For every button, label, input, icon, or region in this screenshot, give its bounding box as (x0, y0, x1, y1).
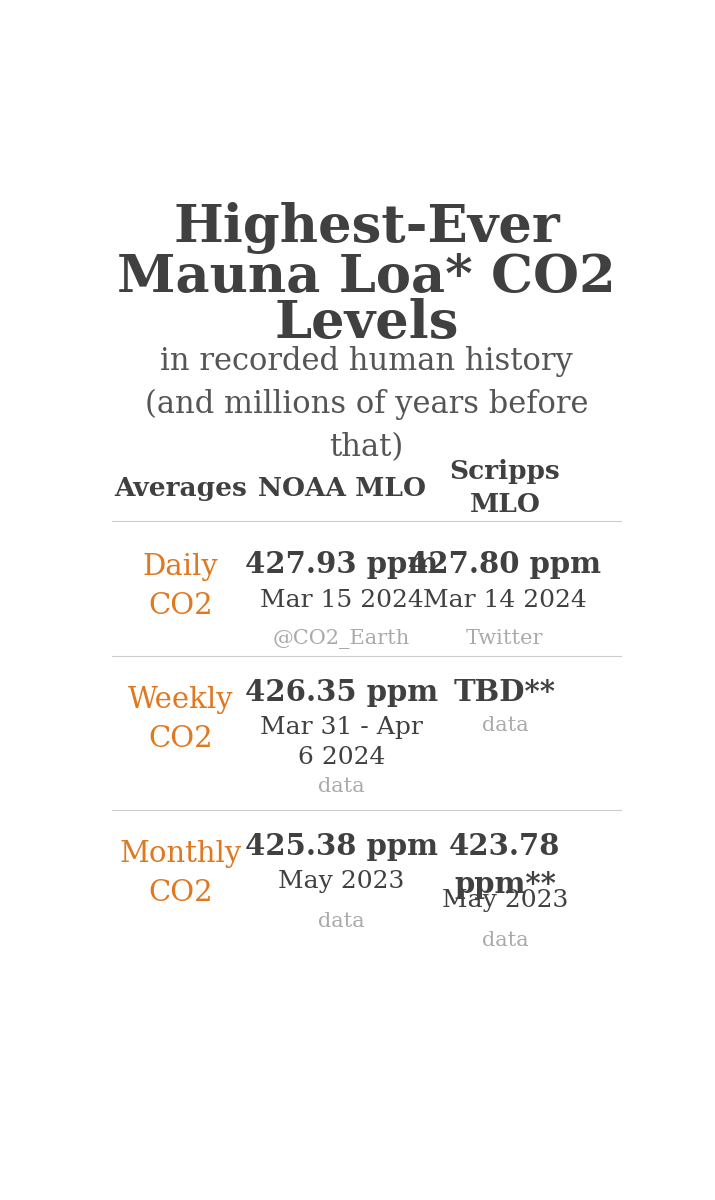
Text: Mar 15 2024: Mar 15 2024 (260, 589, 423, 612)
Text: Daily
CO2: Daily CO2 (143, 553, 219, 620)
Text: May 2023: May 2023 (278, 870, 405, 893)
Text: NOAA MLO: NOAA MLO (257, 475, 425, 500)
Text: 423.78
ppm**: 423.78 ppm** (449, 832, 561, 899)
Text: data: data (318, 912, 365, 931)
Text: 427.93 ppm: 427.93 ppm (245, 550, 438, 578)
Text: Weekly
CO2: Weekly CO2 (128, 686, 234, 754)
Text: TBD**: TBD** (454, 678, 556, 707)
Text: Levels: Levels (275, 298, 458, 349)
Text: Highest-Ever: Highest-Ever (173, 202, 560, 253)
Text: data: data (318, 776, 365, 796)
Text: 427.80 ppm: 427.80 ppm (408, 550, 601, 578)
Text: Monthly
CO2: Monthly CO2 (119, 840, 242, 907)
Text: Twitter: Twitter (466, 629, 543, 648)
Text: @CO2_Earth: @CO2_Earth (273, 629, 410, 649)
Text: Scripps: Scripps (450, 458, 561, 484)
Text: in recorded human history
(and millions of years before
that): in recorded human history (and millions … (144, 346, 588, 463)
Text: 426.35 ppm: 426.35 ppm (245, 678, 438, 707)
Text: data: data (482, 931, 528, 950)
Text: data: data (482, 716, 528, 736)
Text: Mar 31 - Apr
6 2024: Mar 31 - Apr 6 2024 (260, 716, 423, 769)
Text: 425.38 ppm: 425.38 ppm (245, 832, 438, 860)
Text: Mar 14 2024: Mar 14 2024 (423, 589, 587, 612)
Text: Averages: Averages (114, 475, 247, 500)
Text: May 2023: May 2023 (442, 889, 568, 912)
Text: Mauna Loa* CO2: Mauna Loa* CO2 (117, 252, 616, 302)
Text: MLO: MLO (470, 492, 541, 517)
